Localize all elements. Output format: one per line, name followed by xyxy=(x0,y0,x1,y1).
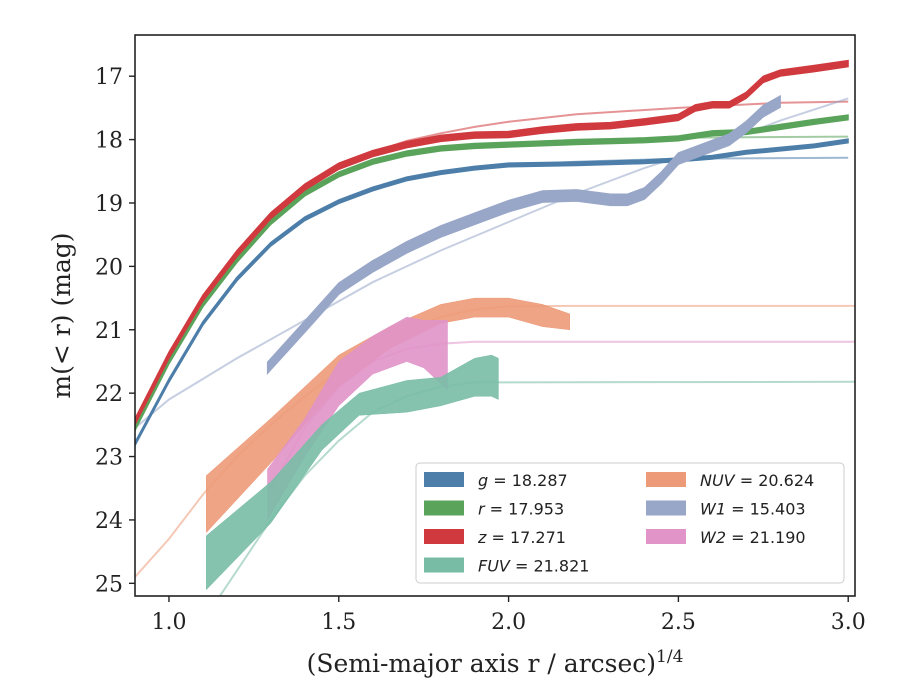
y-axis-label: m(< r) (mag) xyxy=(47,232,76,398)
legend-swatch xyxy=(646,472,686,487)
legend-label: W1 = 15.403 xyxy=(700,500,806,519)
profile-w1 xyxy=(266,94,781,376)
profile-fuv xyxy=(206,354,499,591)
legend-label: g = 18.287 xyxy=(478,471,568,490)
axis-ticks: 1.0 1.5 2.0 2.5 3.0 17 18 19 20 21 22 23 24 25 xyxy=(95,65,866,635)
x-tick-label: 2.0 xyxy=(491,610,526,635)
legend-label: W2 = 21.190 xyxy=(700,528,806,547)
y-tick-label: 17 xyxy=(95,65,123,90)
plot-area xyxy=(135,59,855,596)
x-tick-label: 2.5 xyxy=(661,610,696,635)
y-tick-label: 18 xyxy=(95,129,123,154)
legend-label: FUV = 21.821 xyxy=(478,557,589,576)
profile-g xyxy=(135,138,849,447)
legend-label: r = 17.953 xyxy=(478,500,564,519)
legend-label: z = 17.271 xyxy=(477,528,566,547)
y-tick-label: 21 xyxy=(95,319,123,344)
y-tick-label: 22 xyxy=(95,382,123,407)
y-tick-label: 20 xyxy=(95,255,123,280)
legend-swatch xyxy=(646,500,686,516)
legend-box xyxy=(415,462,845,584)
legend-swatch xyxy=(424,529,464,544)
y-tick-label: 23 xyxy=(95,446,123,471)
x-tick-label: 3.0 xyxy=(831,610,866,635)
legend-swatch xyxy=(424,557,464,573)
legend-swatch xyxy=(424,472,464,487)
legend: g = 18.287 r = 17.953 z = 17.271 FUV = 21.8… xyxy=(415,462,845,584)
x-axis-label: (Semi-major axis r / arcsec)1/4 xyxy=(307,647,684,678)
x-tick-label: 1.5 xyxy=(321,610,356,635)
profile-r xyxy=(135,114,849,431)
y-tick-label: 25 xyxy=(95,572,123,597)
y-tick-label: 24 xyxy=(95,509,123,534)
legend-swatch xyxy=(424,500,464,516)
profile-z xyxy=(135,59,849,426)
legend-label: NUV = 20.624 xyxy=(700,471,814,490)
y-tick-label: 19 xyxy=(95,192,123,217)
x-tick-label: 1.0 xyxy=(151,610,186,635)
plot-frame xyxy=(134,34,856,597)
legend-swatch xyxy=(646,529,686,544)
